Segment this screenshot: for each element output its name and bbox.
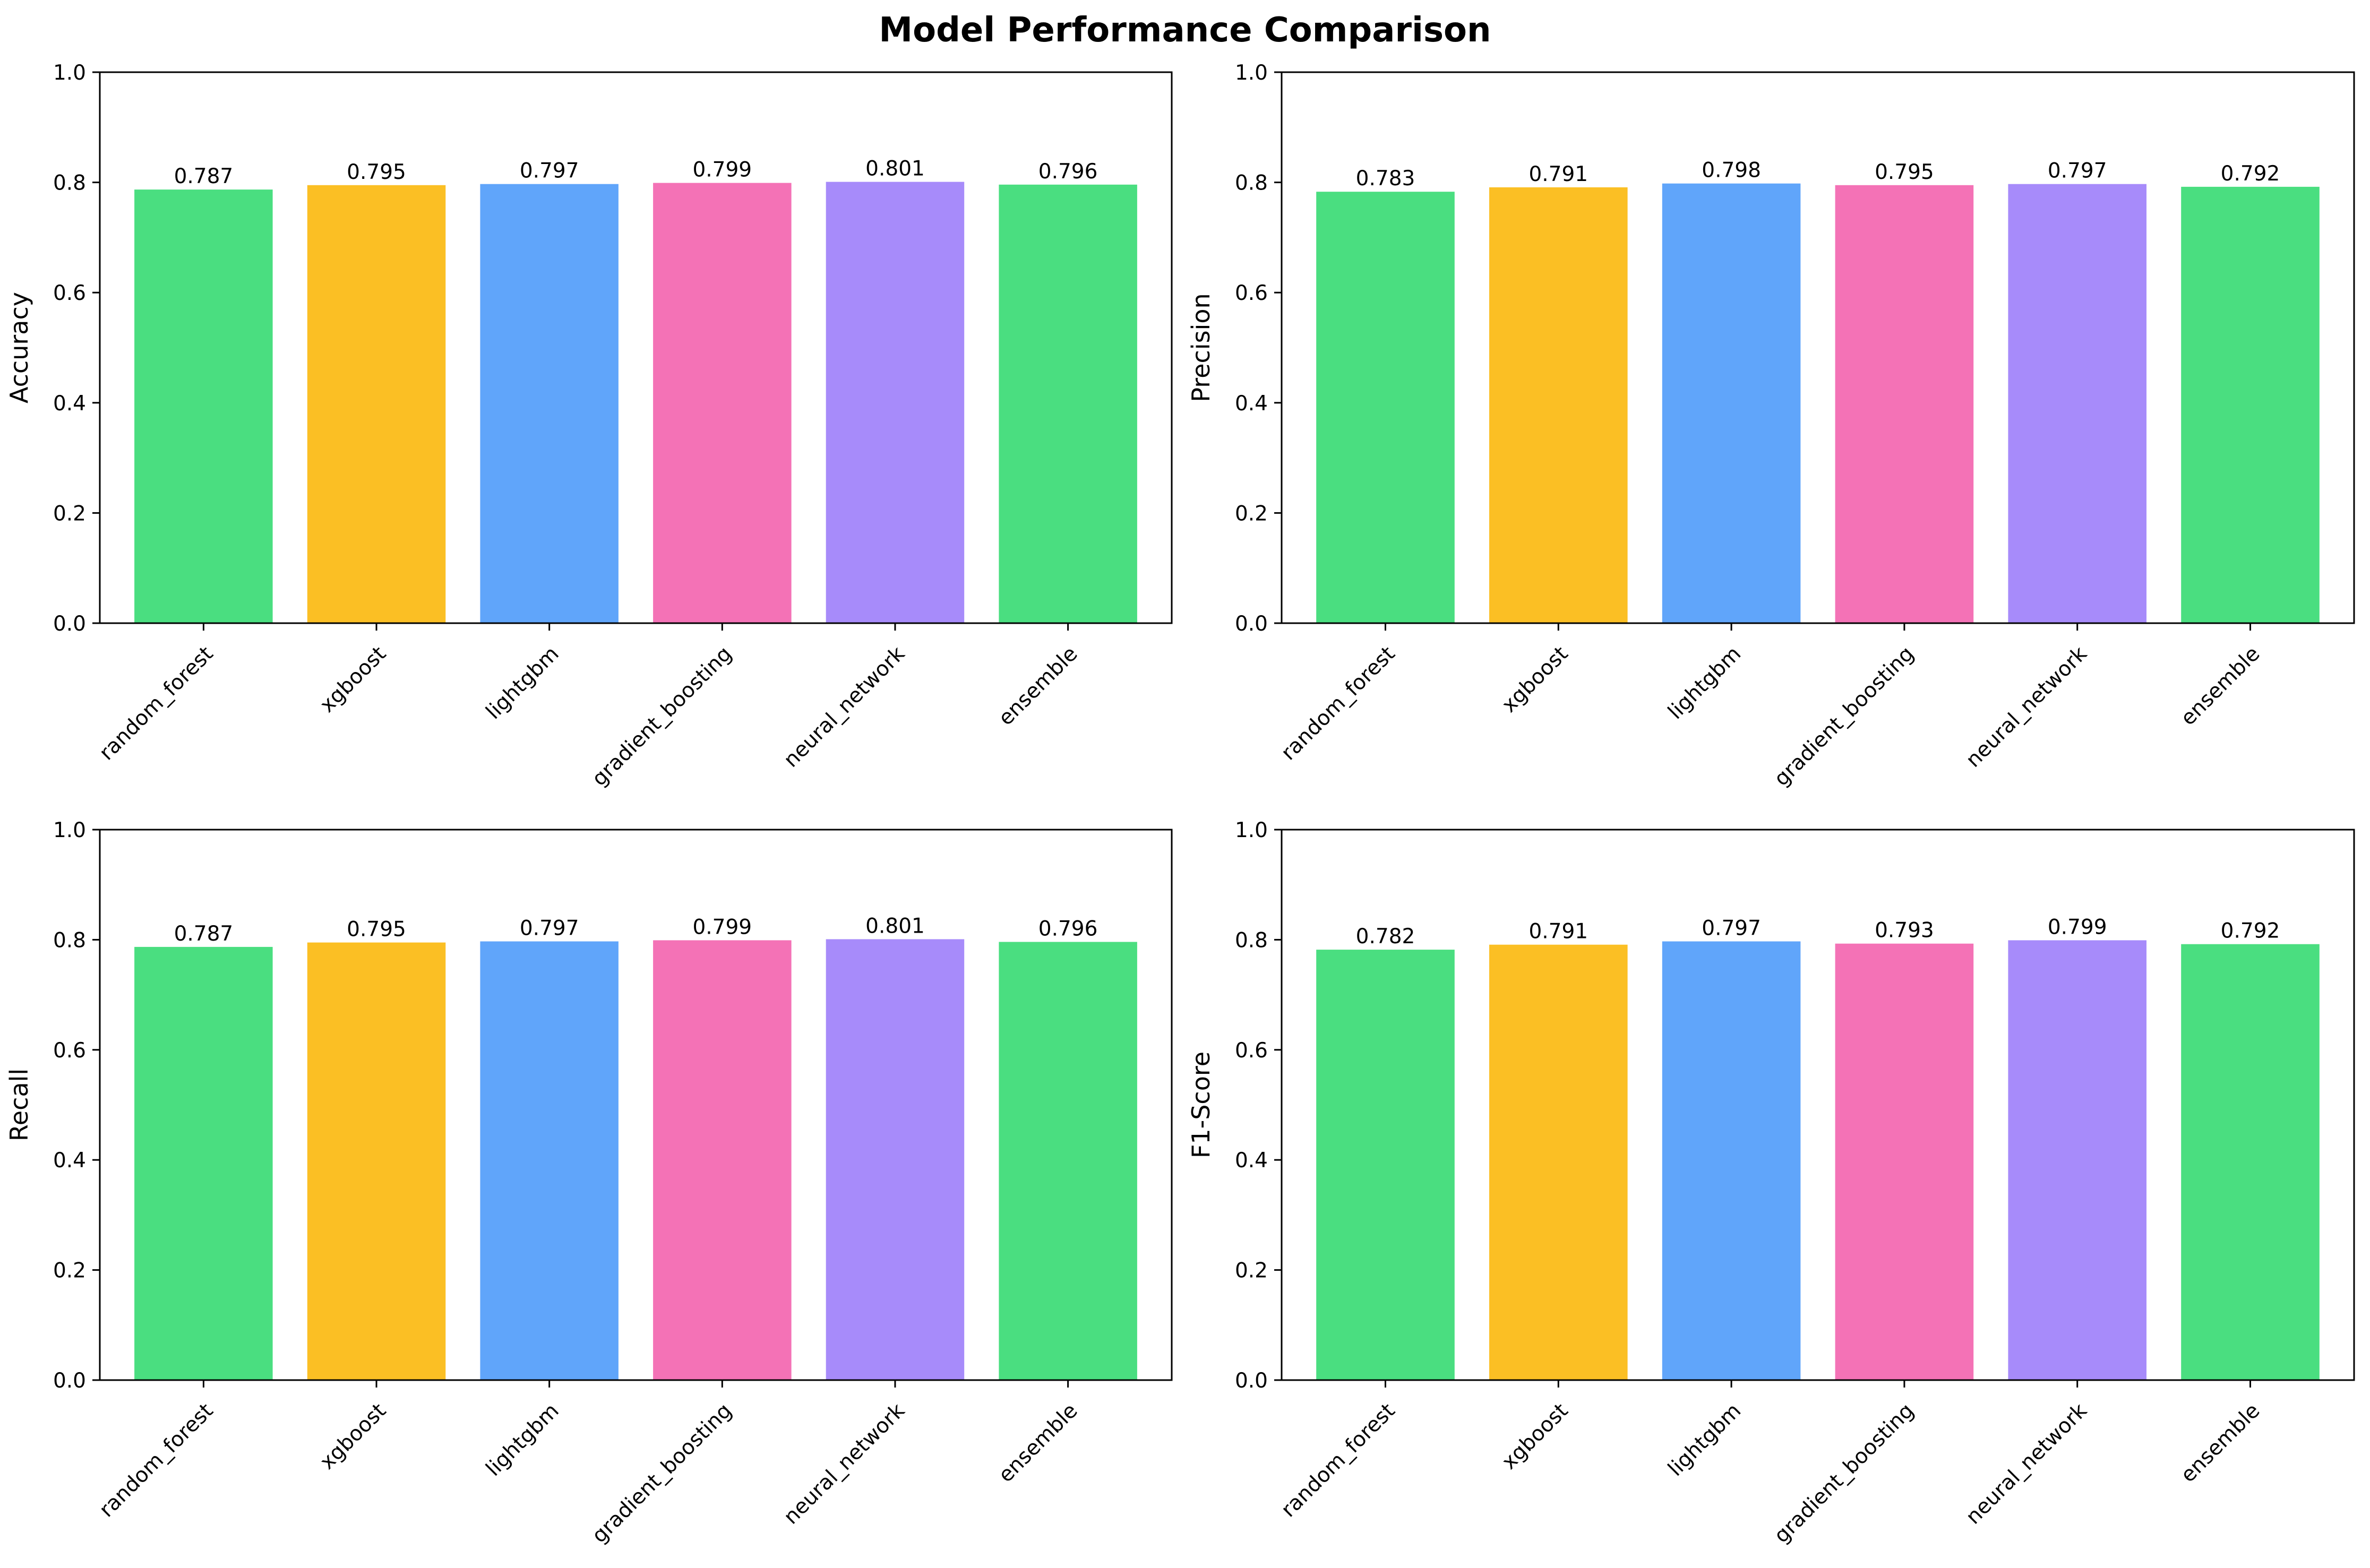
bar-random_forest bbox=[1316, 192, 1455, 623]
bar-ensemble bbox=[2181, 186, 2320, 623]
bar-value-label: 0.795 bbox=[1875, 160, 1934, 184]
bar-value-label: 0.792 bbox=[2221, 162, 2280, 186]
y-axis-label: F1-Score bbox=[1187, 1052, 1215, 1158]
plot-frame bbox=[99, 71, 1173, 624]
y-tick-label: 0.6 bbox=[1235, 1039, 1268, 1063]
y-tick-label: 0.6 bbox=[53, 281, 86, 305]
bar-lightgbm bbox=[480, 184, 619, 623]
bar-gradient_boosting bbox=[1835, 185, 1974, 623]
bar-value-label: 0.797 bbox=[1702, 917, 1761, 941]
y-tick-label: 0.0 bbox=[53, 612, 86, 636]
y-tick-label: 0.2 bbox=[1235, 502, 1268, 525]
bar-xgboost bbox=[307, 185, 446, 623]
y-tick-label: 0.0 bbox=[1235, 612, 1268, 636]
bar-value-label: 0.799 bbox=[2048, 915, 2107, 939]
y-tick-label: 0.2 bbox=[53, 502, 86, 525]
bar-gradient_boosting bbox=[1835, 943, 1974, 1380]
bar-value-label: 0.783 bbox=[1356, 167, 1415, 191]
y-tick-label: 0.8 bbox=[1235, 171, 1268, 195]
bar-neural_network bbox=[2008, 940, 2146, 1380]
bar-value-label: 0.787 bbox=[174, 922, 234, 946]
bar-value-label: 0.797 bbox=[520, 159, 579, 183]
y-tick-label: 1.0 bbox=[53, 819, 86, 842]
plot-frame bbox=[1281, 829, 2355, 1381]
bar-value-label: 0.795 bbox=[347, 160, 406, 184]
bar-value-label: 0.799 bbox=[692, 158, 752, 182]
y-tick-label: 0.8 bbox=[1235, 928, 1268, 952]
bar-gradient_boosting bbox=[653, 940, 792, 1380]
bar-value-label: 0.796 bbox=[1038, 160, 1098, 184]
y-tick-label: 0.0 bbox=[53, 1369, 86, 1393]
y-tick-label: 0.6 bbox=[53, 1039, 86, 1063]
bar-value-label: 0.797 bbox=[2048, 159, 2107, 183]
y-tick-label: 1.0 bbox=[53, 61, 86, 85]
bar-random_forest bbox=[1316, 950, 1455, 1380]
y-tick-label: 0.2 bbox=[53, 1259, 86, 1283]
bar-ensemble bbox=[2181, 944, 2320, 1380]
bar-xgboost bbox=[1489, 944, 1628, 1380]
bar-value-label: 0.791 bbox=[1529, 162, 1588, 186]
y-axis-label: Precision bbox=[1187, 293, 1215, 402]
y-tick-label: 1.0 bbox=[1235, 61, 1268, 85]
bar-value-label: 0.798 bbox=[1702, 159, 1761, 183]
plot-frame bbox=[1281, 71, 2355, 624]
bar-value-label: 0.799 bbox=[692, 915, 752, 939]
subplots: 0.787 0.795 0.797 0.799 0.801 0.796 0.0 0.2 0.4 0… bbox=[5, 61, 2355, 1548]
y-tick-label: 1.0 bbox=[1235, 819, 1268, 842]
y-axis-label: Accuracy bbox=[5, 292, 33, 403]
bar-gradient_boosting bbox=[653, 183, 792, 624]
bar-xgboost bbox=[307, 942, 446, 1380]
bar-ensemble bbox=[999, 942, 1137, 1380]
bar-lightgbm bbox=[1662, 941, 1801, 1380]
bar-value-label: 0.782 bbox=[1356, 925, 1415, 949]
bar-random_forest bbox=[134, 189, 273, 624]
bar-value-label: 0.795 bbox=[347, 918, 406, 942]
bar-value-label: 0.801 bbox=[865, 157, 925, 181]
plot-frame bbox=[99, 829, 1173, 1381]
y-tick-label: 0.4 bbox=[1235, 392, 1268, 416]
bar-ensemble bbox=[999, 184, 1137, 623]
bar-neural_network bbox=[2008, 184, 2146, 623]
bar-value-label: 0.787 bbox=[174, 165, 234, 188]
bar-value-label: 0.791 bbox=[1529, 920, 1588, 944]
bar-xgboost bbox=[1489, 187, 1628, 623]
y-tick-label: 0.2 bbox=[1235, 1259, 1268, 1283]
bar-neural_network bbox=[826, 182, 965, 624]
y-tick-label: 0.4 bbox=[1235, 1149, 1268, 1173]
y-tick-label: 0.8 bbox=[53, 928, 86, 952]
bar-value-label: 0.796 bbox=[1038, 917, 1098, 941]
y-tick-label: 0.4 bbox=[53, 1149, 86, 1173]
bar-random_forest bbox=[134, 946, 273, 1380]
bar-lightgbm bbox=[1662, 183, 1801, 623]
y-tick-label: 0.6 bbox=[1235, 281, 1268, 305]
bar-lightgbm bbox=[480, 941, 619, 1380]
bar-value-label: 0.792 bbox=[2221, 919, 2280, 943]
bar-value-label: 0.797 bbox=[520, 917, 579, 941]
bar-neural_network bbox=[826, 939, 965, 1380]
y-tick-label: 0.0 bbox=[1235, 1369, 1268, 1393]
bar-value-label: 0.793 bbox=[1875, 919, 1934, 943]
bar-value-label: 0.801 bbox=[865, 914, 925, 938]
y-tick-label: 0.8 bbox=[53, 171, 86, 195]
y-axis-label: Recall bbox=[5, 1069, 33, 1141]
figure-title: Model Performance Comparison bbox=[879, 11, 1491, 50]
y-tick-label: 0.4 bbox=[53, 392, 86, 416]
